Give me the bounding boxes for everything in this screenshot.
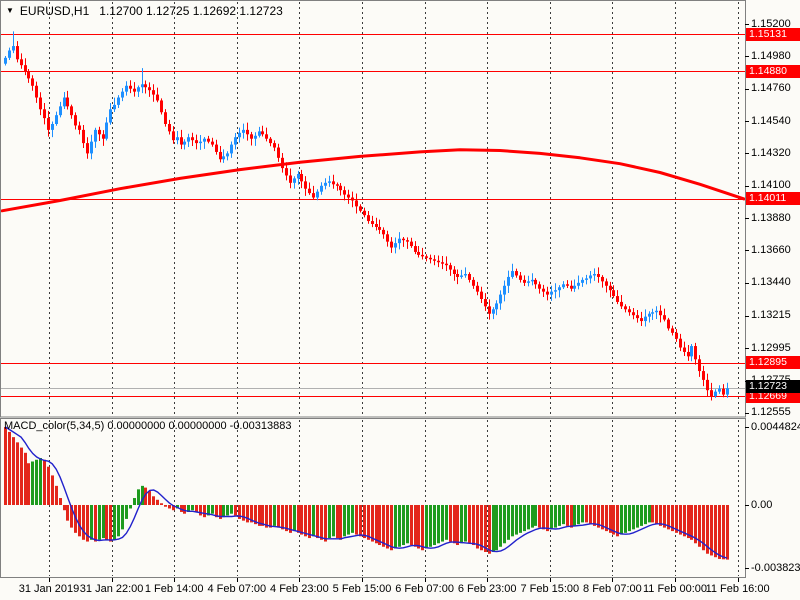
price-line-badge: 1.14880 xyxy=(746,64,800,78)
macd-tick-label: 0.00 xyxy=(751,498,773,511)
price-tick-label: 1.13440 xyxy=(751,276,791,289)
price-tick-label: 1.14540 xyxy=(751,114,791,127)
price-tick-label: 1.13880 xyxy=(751,211,791,224)
time-axis-label: 11 Feb 00:00 xyxy=(642,583,707,595)
price-line-badge: 1.14011 xyxy=(746,192,800,206)
time-axis-label: 7 Feb 15:00 xyxy=(520,583,580,595)
macd-panel-border xyxy=(0,418,746,578)
price-line-badge: 1.12895 xyxy=(746,356,800,370)
candles-series xyxy=(4,31,729,401)
macd-histogram xyxy=(4,427,729,560)
price-tick-label: 1.14100 xyxy=(751,179,791,192)
time-axis-label: 8 Feb 07:00 xyxy=(583,583,642,595)
time-axis-label: 6 Feb 23:00 xyxy=(457,583,517,595)
main-panel-border xyxy=(0,0,746,418)
macd-tick-label: 0.0044824 xyxy=(751,420,800,433)
time-axis-label: 11 Feb 16:00 xyxy=(705,583,770,595)
time-axis-label: 1 Feb 14:00 xyxy=(144,583,204,595)
axis-tick-marks xyxy=(49,24,749,582)
symbol-dropdown-icon[interactable]: ▼ xyxy=(6,6,14,15)
ohlc-values: 1.12700 1.12725 1.12692 1.12723 xyxy=(99,4,283,18)
time-axis-label: 4 Feb 07:00 xyxy=(207,583,267,595)
price-tick-label: 1.14320 xyxy=(751,146,791,159)
macd-indicator-label: MACD_color(5,34,5) 0.00000000 0.00000000… xyxy=(4,420,292,432)
price-line-badge: 1.15131 xyxy=(746,27,800,41)
macd-tick-label: -0.003823 xyxy=(751,561,800,574)
price-tick-label: 1.13660 xyxy=(751,243,791,256)
chart-header: ▼ EURUSD,H1 1.12700 1.12725 1.12692 1.1272… xyxy=(6,4,283,18)
price-tick-label: 1.14980 xyxy=(751,49,791,62)
symbol-period-label: EURUSD,H1 xyxy=(19,4,90,18)
time-axis-label: 5 Feb 15:00 xyxy=(332,583,392,595)
grid-lines xyxy=(49,2,739,576)
time-axis-label: 31 Jan 2019 xyxy=(18,583,80,595)
price-tick-label: 1.15200 xyxy=(751,17,791,30)
time-axis-label: 6 Feb 07:00 xyxy=(395,583,454,595)
price-tick-label: 1.13215 xyxy=(751,309,791,322)
current-price-badge: 1.12723 xyxy=(746,380,800,394)
price-tick-label: 1.12995 xyxy=(751,341,791,354)
price-level-lines xyxy=(1,34,745,397)
price-tick-label: 1.12555 xyxy=(751,406,791,419)
macd-signal-line xyxy=(5,426,728,559)
ma-line xyxy=(0,148,746,213)
time-axis-label: 31 Jan 22:00 xyxy=(79,583,144,595)
time-axis-label: 4 Feb 23:00 xyxy=(270,583,329,595)
price-tick-label: 1.14760 xyxy=(751,82,791,95)
